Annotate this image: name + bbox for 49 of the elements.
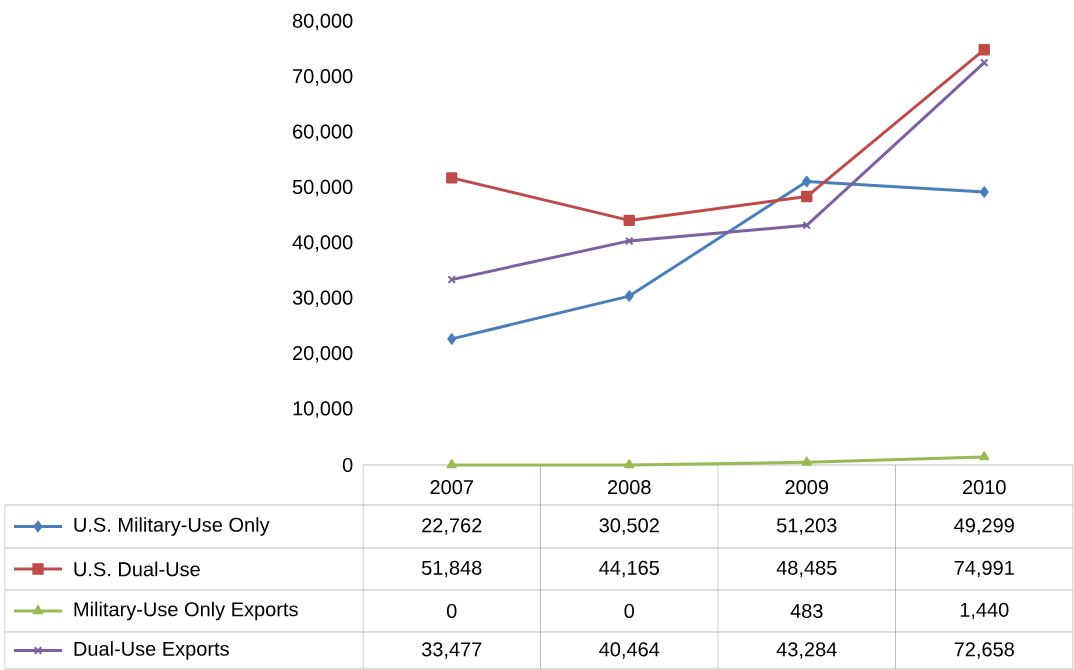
x-tick-label: 2007	[430, 480, 473, 495]
point	[802, 221, 812, 230]
data-label: 48,485	[776, 560, 837, 578]
point	[802, 175, 812, 188]
data-label: 22,762	[422, 518, 482, 535]
data-label: 51,848	[421, 560, 482, 578]
point	[624, 459, 635, 469]
data-label: 1,440	[960, 602, 1009, 620]
point	[801, 456, 812, 466]
y-tick-label: 50,000	[292, 179, 353, 197]
data-label: 483	[790, 603, 823, 619]
data-label: 49,299	[954, 518, 1014, 535]
data-label: 40,464	[599, 642, 660, 659]
point	[446, 459, 457, 469]
point	[979, 451, 990, 461]
point	[447, 275, 457, 284]
legend-label: Military-Use Only Exports	[74, 601, 298, 621]
legend-label: U.S. Military-Use Only	[74, 517, 270, 536]
y-tick-label: 80,000	[292, 13, 353, 31]
data-label: 33,477	[421, 642, 482, 659]
point	[979, 186, 989, 198]
point	[978, 44, 990, 56]
point	[801, 190, 813, 203]
legend-label: U.S. Dual-Use	[74, 561, 200, 577]
x-tick-label: 2010	[963, 480, 1006, 495]
point	[624, 236, 634, 246]
data-label: 30,502	[599, 518, 659, 535]
data-label: 74,991	[954, 560, 1014, 578]
data-label: 72,658	[954, 642, 1014, 659]
point	[446, 172, 458, 184]
y-tick-label: 30,000	[292, 290, 353, 308]
y-tick-label: 40,000	[292, 235, 353, 252]
point	[624, 290, 634, 302]
data-label: 44,165	[599, 560, 659, 578]
y-tick-label: 60,000	[293, 124, 353, 141]
y-tick-label: 70,000	[293, 69, 353, 86]
point	[623, 214, 635, 227]
x-tick-label: 2008	[608, 480, 651, 495]
x-tick-label: 2009	[785, 480, 829, 495]
data-label: 0	[624, 603, 635, 619]
y-tick-label: 0	[342, 457, 353, 473]
legend-label: Dual-Use Exports	[74, 641, 229, 660]
point	[447, 333, 457, 345]
point	[979, 58, 989, 67]
data-label: 43,284	[776, 642, 837, 659]
data-label: 51,203	[776, 518, 837, 535]
y-tick-label: 10,000	[293, 401, 353, 418]
data-label: 0	[446, 603, 457, 619]
y-tick-label: 20,000	[293, 345, 353, 363]
